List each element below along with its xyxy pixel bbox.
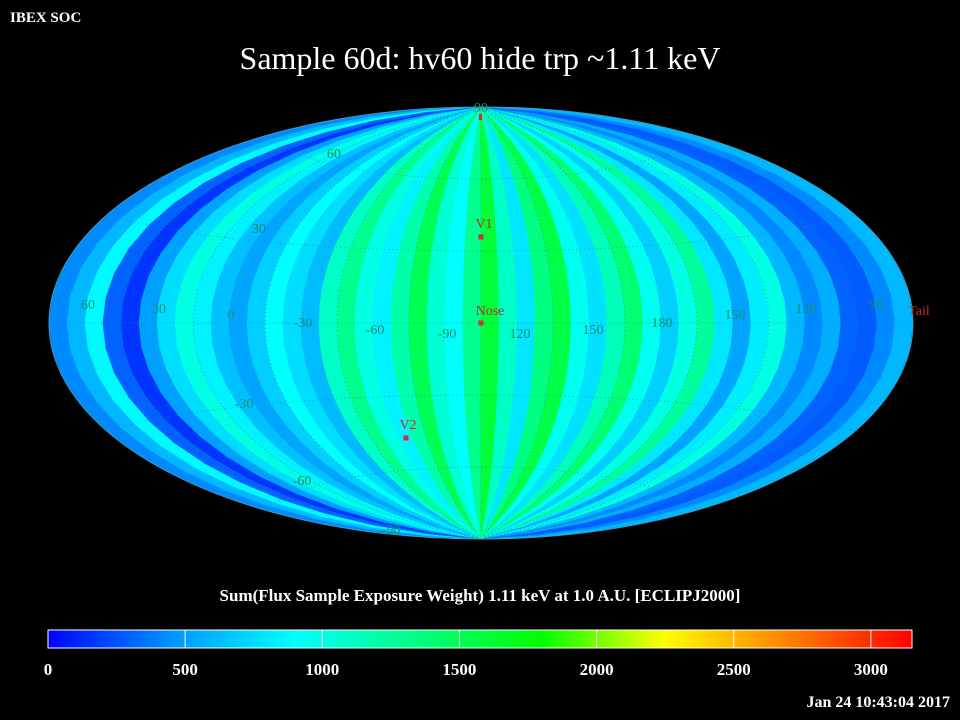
colorbar-tick-label: 2500: [717, 660, 751, 679]
longitude-label: 150: [725, 308, 746, 323]
longitude-label: 180: [652, 316, 673, 331]
longitude-label: -90: [438, 327, 457, 342]
north-pole-marker: [479, 114, 482, 120]
parallel-line: [106, 214, 856, 252]
corner-label: IBEX SOC: [10, 10, 82, 26]
longitude-label: 120: [510, 327, 531, 342]
latitude-label: -30: [235, 397, 254, 412]
colorbar-tick-label: 2000: [580, 660, 614, 679]
longitude-label: 60: [81, 298, 95, 313]
latitude-label: 60: [327, 147, 341, 162]
position-markers: V1 Nose V2 Tail: [399, 114, 930, 441]
colorbar-gradient: [47, 629, 913, 649]
marker-label-v1: V1: [475, 217, 492, 232]
colorbar-ticks: 0 500 1000 1500 2000 2500 3000: [44, 630, 888, 679]
grid-labels: 60 30 0 -30 -60 -90 120 150 180 150 120 90 90 60 30 -30…: [81, 101, 883, 538]
marker-dot-nose: [478, 320, 484, 326]
longitude-label: 30: [152, 302, 166, 317]
latitude-label: -90: [382, 523, 401, 538]
longitude-label: 120: [796, 302, 817, 317]
marker-label-tail: Tail: [908, 304, 930, 319]
colorbar-tick-label: 0: [44, 660, 53, 679]
meridian-line: [480, 107, 698, 539]
longitude-label: 0: [228, 308, 235, 323]
map-title: Sample 60d: hv60 hide trp ~1.11 keV: [239, 40, 721, 76]
colorbar-title: Sum(Flux Sample Exposure Weight) 1.11 ke…: [219, 586, 741, 605]
map-outline: [48, 106, 914, 540]
marker-label-nose: Nose: [476, 304, 505, 319]
colorbar-tick-label: 3000: [854, 660, 888, 679]
marker-label-v2: V2: [399, 418, 416, 433]
coordinate-grid: [49, 107, 913, 539]
longitude-label: -60: [366, 323, 385, 338]
colorbar-tick-label: 1000: [305, 660, 339, 679]
longitude-label: -30: [294, 316, 313, 331]
timestamp: Jan 24 10:43:04 2017: [806, 694, 950, 711]
latitude-label: 90: [474, 101, 488, 116]
flux-bands: [49, 107, 913, 539]
longitude-label: 150: [583, 323, 604, 338]
latitude-label: -60: [293, 474, 312, 489]
colorbar-tick-label: 1500: [442, 660, 476, 679]
marker-dot-v1: [478, 234, 484, 240]
marker-dot-v2: [403, 435, 409, 441]
longitude-label: 90: [869, 298, 883, 313]
parallel-line: [106, 394, 856, 432]
meridian-line: [264, 107, 482, 539]
aitoff-sky-map: 60 30 0 -30 -60 -90 120 150 180 150 120 90 90 60 30 -30…: [48, 101, 930, 540]
colorbar-tick-label: 500: [172, 660, 198, 679]
latitude-label: 30: [252, 222, 266, 237]
